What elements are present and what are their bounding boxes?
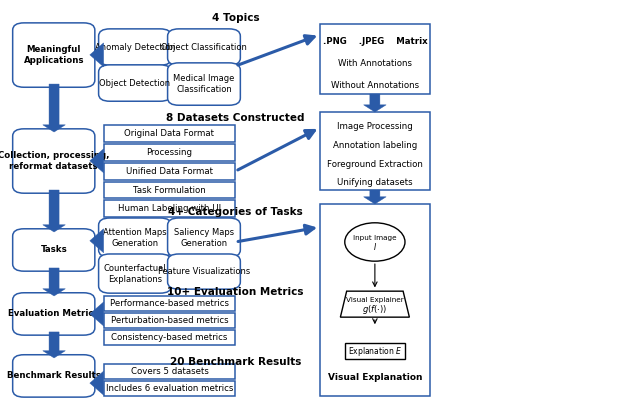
Text: Attention Maps
Generation: Attention Maps Generation (103, 228, 167, 248)
Bar (104, 200, 236, 217)
Text: 8 Datasets Constructed: 8 Datasets Constructed (166, 113, 305, 123)
Polygon shape (43, 332, 65, 358)
Text: 4+ Categories of Tasks: 4+ Categories of Tasks (168, 207, 303, 217)
FancyBboxPatch shape (13, 229, 95, 271)
Text: Includes 6 evaluation metrics: Includes 6 evaluation metrics (106, 384, 233, 393)
Text: Without Annotations: Without Annotations (331, 81, 419, 90)
Polygon shape (43, 268, 65, 296)
FancyBboxPatch shape (99, 218, 172, 257)
FancyBboxPatch shape (168, 63, 241, 105)
FancyBboxPatch shape (99, 65, 172, 101)
FancyBboxPatch shape (168, 29, 241, 65)
FancyBboxPatch shape (99, 254, 172, 293)
Text: 4 Topics: 4 Topics (211, 13, 259, 23)
Bar (104, 313, 236, 328)
Text: Covers 5 datasets: Covers 5 datasets (131, 367, 209, 376)
Text: Unified Data Format: Unified Data Format (126, 167, 213, 176)
Text: Object Detection: Object Detection (99, 79, 170, 88)
Text: Processing: Processing (147, 148, 193, 157)
FancyBboxPatch shape (99, 29, 172, 65)
Text: Unifying datasets: Unifying datasets (337, 178, 413, 187)
Bar (104, 182, 236, 198)
Text: Explanation $E$: Explanation $E$ (348, 345, 402, 358)
Text: Input Image: Input Image (353, 235, 397, 241)
Polygon shape (364, 94, 386, 112)
Bar (320, 112, 430, 190)
Text: Annotation labeling: Annotation labeling (333, 141, 417, 150)
Bar (104, 163, 236, 180)
Text: Original Data Format: Original Data Format (124, 129, 214, 138)
FancyBboxPatch shape (13, 293, 95, 335)
Bar (345, 343, 404, 359)
Text: Performance-based metrics: Performance-based metrics (110, 299, 229, 308)
Text: Collection, processing,
reformat datasets: Collection, processing, reformat dataset… (0, 151, 109, 171)
FancyBboxPatch shape (13, 355, 95, 397)
Bar (104, 330, 236, 345)
Text: With Annotations: With Annotations (338, 59, 412, 68)
Text: Consistency-based metrics: Consistency-based metrics (111, 333, 228, 342)
Text: $g(f(\cdot))$: $g(f(\cdot))$ (362, 303, 387, 316)
Text: Image Processing: Image Processing (337, 122, 413, 131)
FancyBboxPatch shape (13, 23, 95, 87)
Bar (104, 144, 236, 161)
Bar (104, 381, 236, 396)
Polygon shape (364, 190, 386, 204)
Polygon shape (90, 371, 104, 395)
Text: I: I (374, 243, 376, 252)
Text: Medical Image
Classification: Medical Image Classification (173, 74, 235, 94)
Text: Evaluation Metrics: Evaluation Metrics (8, 309, 99, 319)
Polygon shape (90, 43, 104, 67)
Polygon shape (90, 229, 104, 253)
FancyBboxPatch shape (168, 218, 241, 257)
Text: .PNG    .JPEG    Matrix: .PNG .JPEG Matrix (323, 37, 428, 46)
Polygon shape (90, 149, 104, 173)
FancyBboxPatch shape (168, 254, 241, 289)
Bar (104, 295, 236, 311)
Polygon shape (43, 84, 65, 132)
Polygon shape (340, 291, 410, 317)
Text: 10+ Evaluation Metrics: 10+ Evaluation Metrics (167, 287, 303, 297)
Text: 20 Benchmark Results: 20 Benchmark Results (170, 357, 301, 367)
Text: Object Classification: Object Classification (161, 42, 247, 51)
Text: Meaningful
Applications: Meaningful Applications (24, 45, 84, 65)
Bar (320, 24, 430, 94)
Text: Saliency Maps
Generation: Saliency Maps Generation (174, 228, 234, 248)
Text: Foreground Extraction: Foreground Extraction (327, 160, 423, 169)
Text: Tasks: Tasks (40, 246, 67, 255)
Text: Anomaly Detection: Anomaly Detection (95, 42, 175, 51)
Text: Benchmark Results: Benchmark Results (7, 371, 100, 380)
Text: Perturbation-based metrics: Perturbation-based metrics (111, 316, 228, 325)
Bar (104, 125, 236, 142)
Text: Visual Explanation: Visual Explanation (328, 373, 422, 382)
Bar (320, 204, 430, 396)
Text: Task Formulation: Task Formulation (133, 186, 206, 195)
Text: Human Labeling with UI: Human Labeling with UI (118, 204, 221, 213)
Polygon shape (43, 190, 65, 232)
Polygon shape (90, 302, 104, 326)
Bar (104, 364, 236, 379)
Text: Feature Visualizations: Feature Visualizations (158, 267, 250, 276)
Text: Visual Explainer: Visual Explainer (346, 297, 404, 303)
Text: Counterfactual
Explanations: Counterfactual Explanations (104, 264, 166, 284)
FancyBboxPatch shape (13, 129, 95, 193)
